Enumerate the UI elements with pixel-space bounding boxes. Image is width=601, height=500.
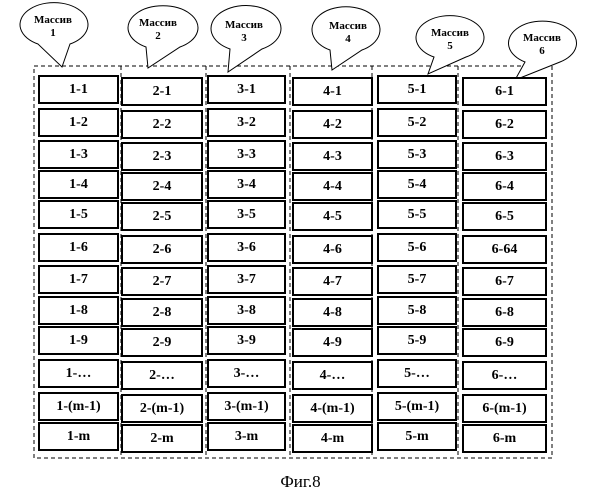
cell-1-9: 1-9: [38, 326, 119, 355]
cell-5-9: 5-9: [377, 326, 457, 355]
cell-4-1: 4-1: [292, 77, 373, 106]
cell-2-10: 2-…: [121, 361, 203, 390]
cell-2-3: 2-3: [121, 142, 203, 171]
cell-2-12: 2-m: [121, 424, 203, 453]
cell-4-8: 4-8: [292, 298, 373, 327]
cell-2-11: 2-(m-1): [121, 394, 203, 423]
cell-4-3: 4-3: [292, 142, 373, 171]
cell-2-7: 2-7: [121, 267, 203, 296]
cell-1-4: 1-4: [38, 170, 119, 199]
cell-5-10: 5-…: [377, 359, 457, 388]
cell-3-8: 3-8: [207, 296, 286, 325]
cell-4-11: 4-(m-1): [292, 394, 373, 423]
cell-4-5: 4-5: [292, 202, 373, 231]
cell-1-12: 1-m: [38, 422, 119, 451]
cell-6-11: 6-(m-1): [462, 394, 547, 423]
cell-1-6: 1-6: [38, 233, 119, 262]
cell-4-4: 4-4: [292, 172, 373, 201]
cell-6-12: 6-m: [462, 424, 547, 453]
cell-1-8: 1-8: [38, 296, 119, 325]
cell-1-1: 1-1: [38, 75, 119, 104]
cell-6-9: 6-9: [462, 328, 547, 357]
cell-3-2: 3-2: [207, 108, 286, 137]
cell-5-1: 5-1: [377, 75, 457, 104]
cell-6-8: 6-8: [462, 298, 547, 327]
cell-1-7: 1-7: [38, 265, 119, 294]
cell-5-2: 5-2: [377, 108, 457, 137]
cell-2-8: 2-8: [121, 298, 203, 327]
cell-3-10: 3-…: [207, 359, 286, 388]
cell-5-11: 5-(m-1): [377, 392, 457, 421]
cell-4-9: 4-9: [292, 328, 373, 357]
cell-4-12: 4-m: [292, 424, 373, 453]
cell-6-10: 6-…: [462, 361, 547, 390]
cell-6-2: 6-2: [462, 110, 547, 139]
cell-5-8: 5-8: [377, 296, 457, 325]
cell-5-4: 5-4: [377, 170, 457, 199]
cell-6-5: 6-5: [462, 202, 547, 231]
cell-4-7: 4-7: [292, 267, 373, 296]
cell-2-9: 2-9: [121, 328, 203, 357]
cell-1-3: 1-3: [38, 140, 119, 169]
cell-3-7: 3-7: [207, 265, 286, 294]
cell-5-7: 5-7: [377, 265, 457, 294]
cell-3-1: 3-1: [207, 75, 286, 104]
cell-1-2: 1-2: [38, 108, 119, 137]
cell-3-5: 3-5: [207, 200, 286, 229]
cell-1-10: 1-…: [38, 359, 119, 388]
cell-6-6: 6-64: [462, 235, 547, 264]
cell-4-2: 4-2: [292, 110, 373, 139]
cell-3-3: 3-3: [207, 140, 286, 169]
cell-6-4: 6-4: [462, 172, 547, 201]
cell-2-5: 2-5: [121, 202, 203, 231]
cell-6-3: 6-3: [462, 142, 547, 171]
cell-6-7: 6-7: [462, 267, 547, 296]
cell-3-12: 3-m: [207, 422, 286, 451]
figure-caption: Фиг.8: [0, 472, 601, 492]
cell-2-4: 2-4: [121, 172, 203, 201]
cell-2-6: 2-6: [121, 235, 203, 264]
cell-3-4: 3-4: [207, 170, 286, 199]
cell-1-11: 1-(m-1): [38, 392, 119, 421]
cell-6-1: 6-1: [462, 77, 547, 106]
cell-3-11: 3-(m-1): [207, 392, 286, 421]
cell-1-5: 1-5: [38, 200, 119, 229]
cell-5-5: 5-5: [377, 200, 457, 229]
cell-3-6: 3-6: [207, 233, 286, 262]
cell-2-1: 2-1: [121, 77, 203, 106]
cell-4-10: 4-…: [292, 361, 373, 390]
cell-5-12: 5-m: [377, 422, 457, 451]
cell-5-3: 5-3: [377, 140, 457, 169]
cell-5-6: 5-6: [377, 233, 457, 262]
cell-3-9: 3-9: [207, 326, 286, 355]
cell-2-2: 2-2: [121, 110, 203, 139]
cell-4-6: 4-6: [292, 235, 373, 264]
